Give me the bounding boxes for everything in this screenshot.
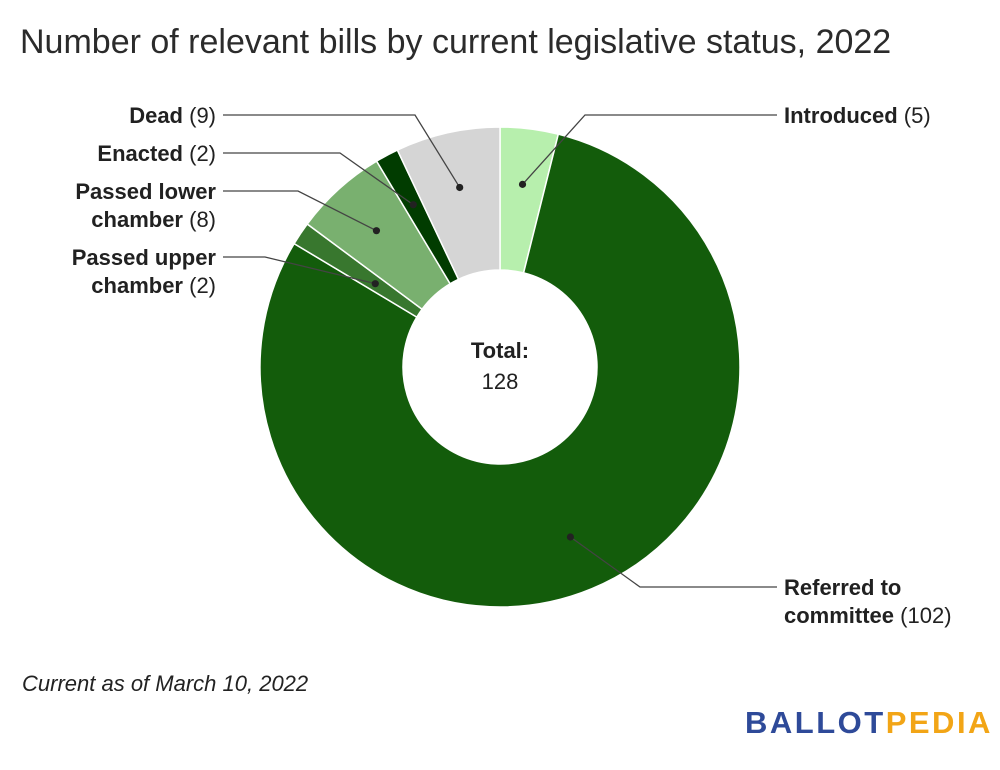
footnote: Current as of March 10, 2022 [22, 671, 309, 696]
leader-dot-dead [456, 183, 464, 192]
slice-label-passed-lower-chamber-line2: chamber (8) [91, 207, 216, 232]
slice-label-passed-lower-chamber-line1: Passed lower [75, 179, 216, 204]
leader-line-referred-to-committee [570, 536, 777, 588]
slice-label-introduced: Introduced (5) [784, 103, 931, 128]
leader-dot-passed-lower-chamber [372, 227, 381, 235]
leader-line-enacted [223, 152, 414, 206]
slice-label-passed-upper-chamber-line2: chamber (2) [91, 273, 216, 298]
leader-dot-introduced [518, 180, 527, 188]
logo-part-pedia: PEDIA [885, 705, 993, 740]
chart-title: Number of relevant bills by current legi… [20, 23, 892, 61]
leader-dot-referred-to-committee [566, 533, 575, 541]
leader-dot-enacted [409, 201, 417, 209]
slice-label-passed-upper-chamber-line1: Passed upper [72, 245, 217, 270]
leader-line-passed-upper-chamber [223, 256, 376, 285]
leader-line-passed-lower-chamber [223, 190, 377, 232]
slice-label-enacted: Enacted (2) [97, 141, 216, 166]
leader-line-dead [223, 114, 461, 188]
leader-dot-passed-upper-chamber [371, 280, 379, 288]
slice-label-referred-to-committee-line1: Referred to [784, 575, 901, 600]
ballotpedia-logo: BALLOTPEDIA [745, 705, 993, 741]
logo-part-ballot: BALLOT [745, 705, 886, 740]
center-total-label: Total: [471, 338, 529, 363]
center-total-value: 128 [482, 369, 519, 394]
leader-line-introduced [522, 114, 777, 185]
slice-referred-to-committee [259, 133, 741, 608]
slice-label-dead: Dead (9) [129, 103, 216, 128]
slice-dead [396, 126, 501, 281]
slice-label-referred-to-committee-line2: committee (102) [784, 603, 952, 628]
